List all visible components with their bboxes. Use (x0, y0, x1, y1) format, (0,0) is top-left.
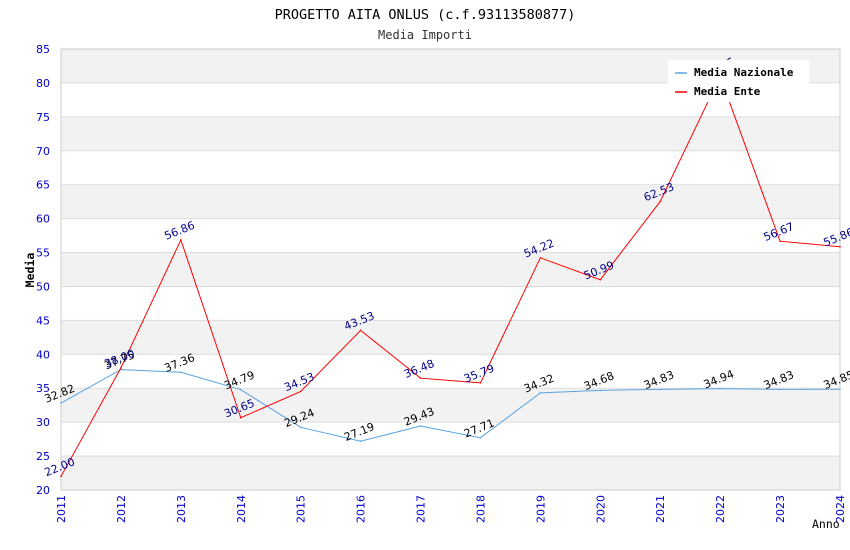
grid-band (61, 456, 840, 490)
data-point (659, 200, 662, 203)
x-tick-label: 2013 (175, 495, 188, 523)
grid-band (61, 252, 840, 287)
data-point (479, 436, 482, 439)
x-tick-label: 2019 (534, 495, 547, 523)
chart-title: PROGETTO AITA ONLUS (c.f.93113580877) (275, 7, 576, 23)
y-tick-label: 30 (36, 416, 50, 429)
data-point (299, 390, 302, 393)
x-tick-label: 2021 (654, 495, 667, 523)
x-tick-label: 2012 (115, 495, 128, 523)
data-point (359, 329, 362, 332)
data-point (839, 245, 841, 248)
y-tick-label: 20 (36, 484, 50, 497)
y-tick-label: 50 (36, 280, 50, 293)
grid-band (61, 116, 840, 151)
chart-subtitle: Media Importi (378, 28, 472, 42)
x-tick-label: 2022 (714, 495, 727, 523)
data-point (120, 367, 122, 369)
x-axis-label: Anno (812, 517, 840, 531)
y-tick-label: 45 (36, 314, 50, 327)
data-point (599, 389, 602, 392)
data-label: 55.86 (822, 226, 850, 250)
data-label: 27.19 (342, 420, 376, 444)
data-point (60, 475, 62, 478)
legend-label: Media Nazionale (694, 66, 794, 79)
data-point (539, 392, 542, 394)
data-label: 35.79 (462, 362, 496, 386)
data-point (719, 387, 721, 390)
x-tick-label: 2011 (55, 495, 68, 523)
y-tick-label: 40 (36, 348, 50, 361)
data-point (779, 388, 781, 391)
grid-bands (61, 49, 840, 490)
y-tick-label: 75 (36, 111, 50, 124)
x-tick-label: 2024 (834, 495, 847, 523)
data-point (180, 371, 182, 374)
data-label: 56.86 (162, 219, 196, 243)
data-point (299, 426, 302, 429)
data-point (479, 382, 482, 384)
legend-box (668, 60, 809, 102)
grid-band (61, 388, 840, 423)
legend: Media Nazionale Media Ente (668, 60, 809, 102)
data-point (599, 278, 602, 281)
grid-band (61, 184, 840, 219)
data-point (539, 257, 542, 259)
grid-band (61, 320, 840, 355)
data-point (60, 402, 62, 404)
y-tick-label: 60 (36, 213, 50, 226)
data-point (419, 425, 422, 427)
series-line (60, 369, 841, 442)
x-tick-label: 2016 (355, 495, 368, 523)
data-point (359, 440, 362, 443)
y-tick-label: 70 (36, 145, 50, 158)
data-point (419, 377, 422, 379)
x-tick-label: 2014 (235, 495, 248, 523)
data-point (239, 416, 242, 419)
y-axis-label: Media (23, 253, 37, 288)
data-point (779, 240, 781, 243)
plot-frame (60, 48, 841, 491)
x-tick-label: 2018 (474, 495, 487, 523)
x-tick-label: 2017 (415, 495, 428, 523)
y-tick-label: 65 (36, 179, 50, 192)
x-axis-ticks: 2011 2012 2013 2014 2015 2016 2017 2018 2019 2020… (55, 495, 847, 523)
y-tick-label: 55 (36, 247, 50, 260)
y-tick-label: 85 (36, 43, 50, 56)
data-point (180, 239, 182, 241)
legend-label: Media Ente (694, 85, 761, 98)
x-tick-label: 2020 (594, 495, 607, 523)
data-point (839, 388, 841, 391)
x-tick-label: 2023 (774, 495, 787, 523)
y-tick-label: 25 (36, 450, 50, 463)
data-point (239, 388, 242, 391)
x-tick-label: 2015 (295, 495, 308, 523)
y-axis-ticks: 20 25 30 35 40 45 50 55 60 65 70 75 80 85 (36, 43, 50, 497)
data-point (659, 388, 662, 391)
y-tick-label: 80 (36, 77, 50, 90)
data-label: 56.67 (762, 220, 796, 244)
y-tick-label: 35 (36, 382, 50, 395)
